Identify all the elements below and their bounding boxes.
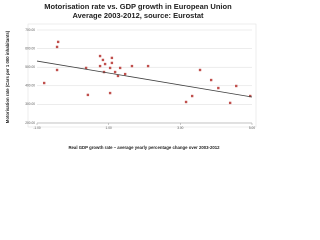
point <box>235 84 238 88</box>
x-tick-label: 5.00 <box>249 126 255 130</box>
chart-subtitle: Average 2003-2012, source: Eurostat <box>72 11 204 20</box>
point <box>249 94 252 98</box>
point <box>198 68 202 72</box>
y-tick-label: 500.00 <box>25 65 35 69</box>
point <box>108 66 112 70</box>
point <box>84 66 88 70</box>
y-tick-label: 700.00 <box>25 28 35 32</box>
x-tick-label: 3.00 <box>177 126 183 130</box>
point <box>228 101 232 105</box>
x-tick-label: 1.00 <box>106 126 112 130</box>
y-tick-label: 300.00 <box>25 102 35 106</box>
point <box>98 64 102 68</box>
point <box>116 74 120 78</box>
point <box>55 68 59 72</box>
point <box>110 56 114 60</box>
point <box>217 86 220 90</box>
chart-title: Motorisation rate vs. GDP growth in Euro… <box>44 2 232 11</box>
point <box>190 94 194 98</box>
point <box>108 91 112 95</box>
point <box>103 62 107 66</box>
point <box>123 72 127 76</box>
point <box>184 100 188 104</box>
point <box>118 66 122 70</box>
plot-frame <box>27 23 257 128</box>
point <box>209 78 213 82</box>
point <box>130 64 134 68</box>
trendline <box>36 60 253 98</box>
x-tick-label: -1.00 <box>33 126 40 130</box>
y-axis-title: Motorisation rate (Cars per 1 000 inhabi… <box>5 30 10 123</box>
point <box>56 40 60 44</box>
point <box>101 58 105 62</box>
point <box>86 93 90 97</box>
point <box>55 45 59 49</box>
point <box>42 81 46 85</box>
point <box>98 54 102 58</box>
y-tick-label: 400.00 <box>25 84 35 88</box>
y-tick-label: 600.00 <box>25 46 35 50</box>
point <box>113 70 117 74</box>
chart: Motorisation rate vs. GDP growth in Euro… <box>5 2 257 150</box>
point <box>146 64 150 68</box>
x-axis-title: Real GDP growth rate – average yearly pe… <box>68 145 220 150</box>
point <box>110 61 114 65</box>
y-tick-label: 200.00 <box>25 121 35 125</box>
